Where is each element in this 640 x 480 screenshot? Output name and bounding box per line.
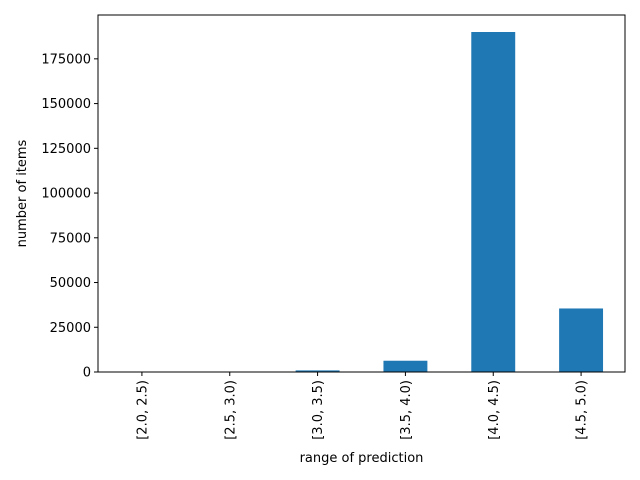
y-tick-label: 0 xyxy=(83,366,91,381)
y-tick-label: 50000 xyxy=(50,276,91,291)
bars-group xyxy=(119,32,604,372)
x-tick-label: [3.5, 4.0) xyxy=(399,380,414,440)
bar xyxy=(559,308,604,372)
bar xyxy=(295,370,340,372)
y-tick-label: 75000 xyxy=(50,231,91,246)
y-axis-label: number of items xyxy=(15,139,30,247)
x-axis-ticks: [2.0, 2.5) [2.5, 3.0) [3.0, 3.5) [3.5, 4.0)… xyxy=(135,372,590,440)
y-tick-label: 100000 xyxy=(41,187,91,202)
bar xyxy=(383,360,428,372)
y-tick-label: 175000 xyxy=(41,52,91,67)
x-tick-label: [3.0, 3.5) xyxy=(311,380,326,440)
x-tick-label: [4.0, 4.5) xyxy=(487,380,502,440)
y-axis-ticks: 0 25000 50000 75000 100000 125000 150000 175000 xyxy=(41,52,98,381)
x-tick-label: [2.0, 2.5) xyxy=(135,380,150,440)
x-tick-label: [4.5, 5.0) xyxy=(575,380,590,440)
plot-frame xyxy=(97,14,626,373)
bar xyxy=(471,32,516,372)
x-tick-label: [2.5, 3.0) xyxy=(223,380,238,440)
y-tick-label: 25000 xyxy=(50,321,91,336)
y-tick-label: 125000 xyxy=(41,142,91,157)
y-tick-label: 150000 xyxy=(41,97,91,112)
x-axis-label: range of prediction xyxy=(300,451,424,466)
